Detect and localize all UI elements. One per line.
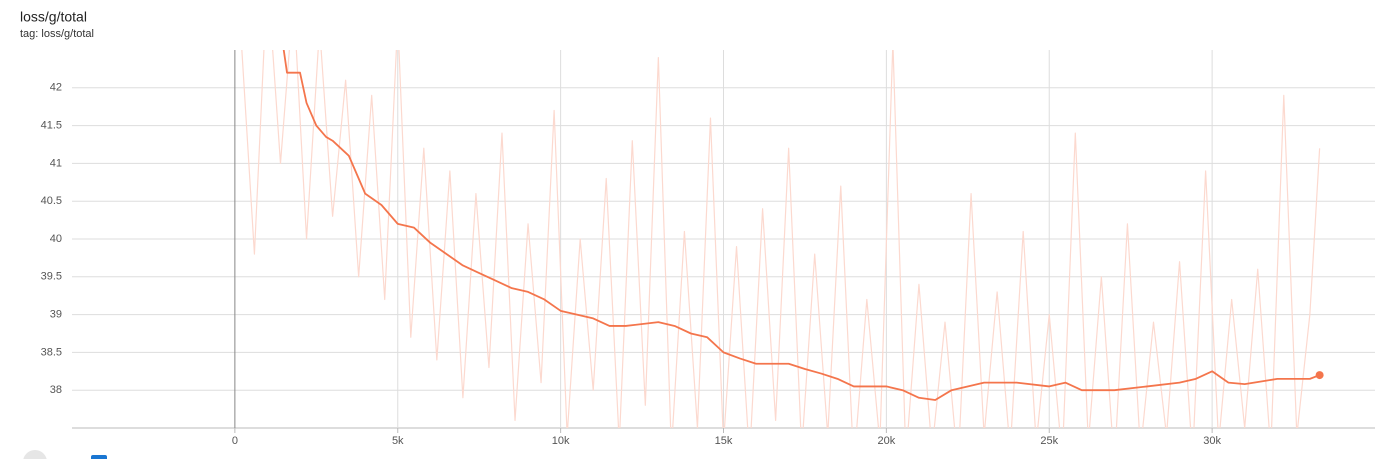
chart-subtitle: tag: loss/g/total — [20, 28, 94, 40]
x-tick-label: 0 — [232, 435, 238, 447]
x-tick-label: 20k — [878, 435, 896, 447]
grid — [72, 50, 1375, 428]
y-tick-label: 38 — [50, 384, 62, 396]
y-tick-label: 40.5 — [41, 195, 62, 207]
x-tick-label: 25k — [1040, 435, 1058, 447]
y-tick-label: 41.5 — [41, 120, 62, 132]
series-line — [241, 50, 1321, 428]
chart-title: loss/g/total — [20, 9, 87, 25]
y-tick-label: 40 — [50, 233, 62, 245]
x-tick-label: 10k — [552, 435, 570, 447]
y-tick-label: 42 — [50, 82, 62, 94]
x-tick-label: 15k — [715, 435, 733, 447]
y-tick-label: 38.5 — [41, 346, 62, 358]
checkbox[interactable] — [91, 455, 107, 459]
y-tick-label: 39 — [50, 309, 62, 321]
plot-area — [241, 50, 1324, 428]
last-point — [1315, 371, 1324, 380]
x-tick-label: 5k — [392, 435, 404, 447]
toggle-button[interactable] — [23, 450, 47, 459]
y-tick-label: 41 — [50, 157, 62, 169]
y-tick-label: 39.5 — [41, 271, 62, 283]
series-line — [282, 50, 1320, 401]
x-tick-label: 30k — [1203, 435, 1221, 447]
